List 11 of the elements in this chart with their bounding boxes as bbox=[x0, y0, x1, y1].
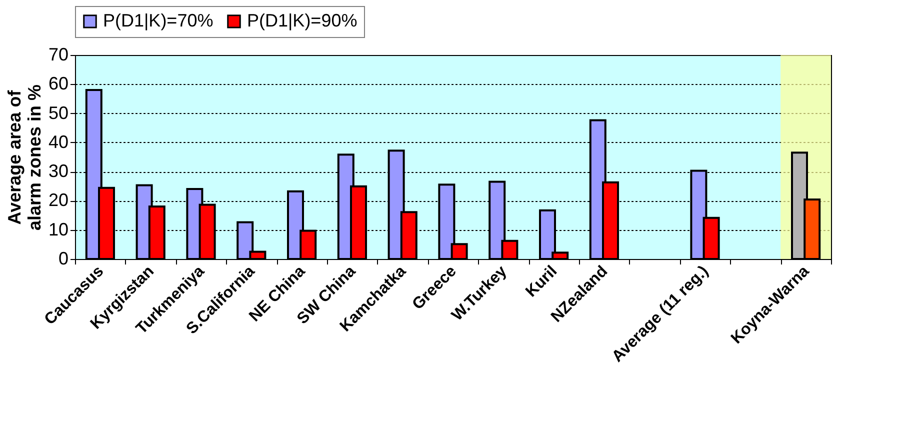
y-tick-label: 40 bbox=[48, 132, 68, 152]
y-tick-label: 30 bbox=[48, 161, 68, 182]
legend-label: P(D1|K)=90% bbox=[247, 10, 358, 30]
y-tick-label: 70 bbox=[48, 44, 68, 64]
y-tick-label: 0 bbox=[58, 248, 68, 268]
y-tick-label: 50 bbox=[48, 102, 68, 123]
y-axis-title: Average area of alarm zones in % bbox=[4, 84, 44, 231]
y-tick-label: 20 bbox=[48, 190, 68, 210]
y-tick-label: 10 bbox=[48, 219, 68, 240]
legend-label: P(D1|K)=70% bbox=[103, 10, 214, 30]
y-tick-label: 60 bbox=[48, 74, 68, 94]
